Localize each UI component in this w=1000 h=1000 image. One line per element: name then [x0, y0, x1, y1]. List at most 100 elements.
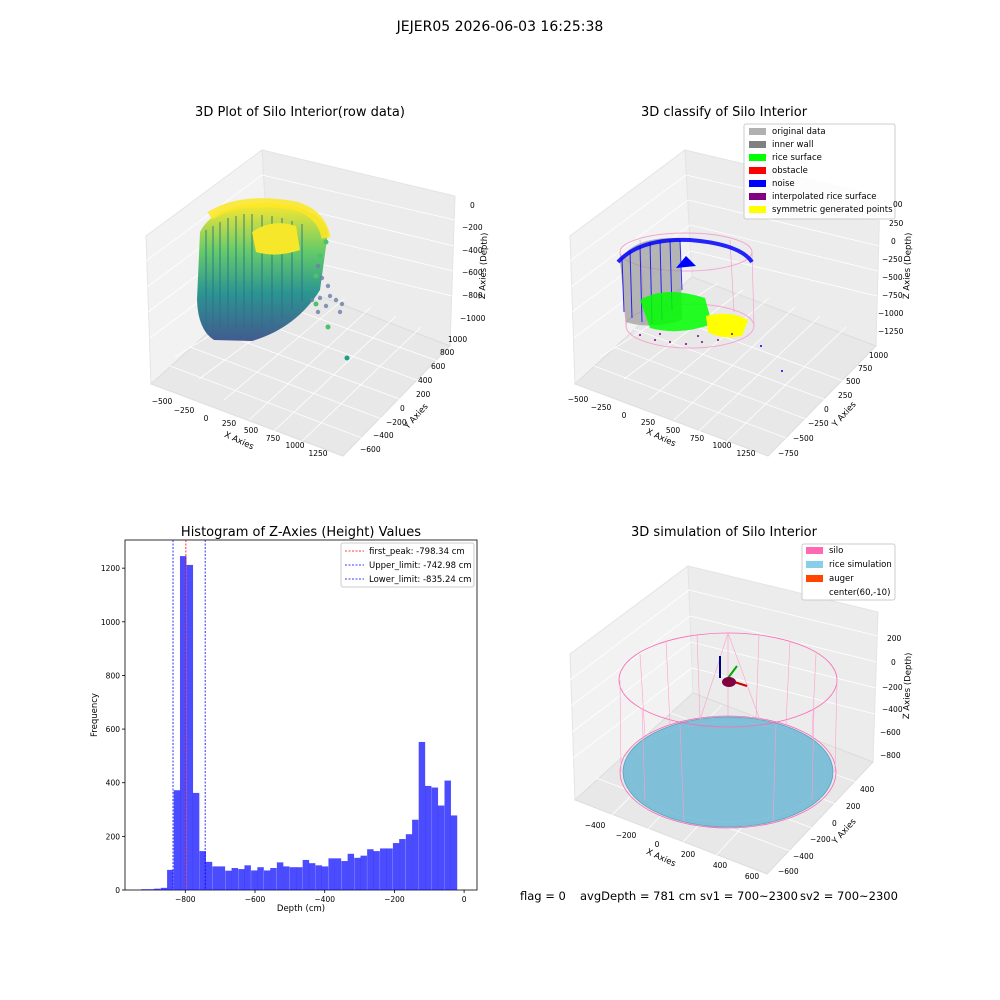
- histogram-bar: [424, 785, 432, 890]
- histogram-bar: [399, 839, 406, 890]
- histogram-bar: [412, 819, 419, 890]
- tick: 200: [887, 634, 902, 643]
- legend-label: symmetric generated points: [772, 205, 893, 215]
- tick: 750: [266, 434, 281, 443]
- raw-3d-points: [197, 198, 350, 361]
- legend-label: obstacle: [772, 166, 808, 176]
- tick: −200: [386, 418, 407, 427]
- histogram-bar: [192, 792, 200, 890]
- legend-swatch: [806, 561, 823, 568]
- histogram-bar: [173, 790, 181, 890]
- tick: 600: [745, 872, 760, 881]
- histogram-legend: first_peak: -798.34 cm Upper_limit: -742…: [340, 542, 475, 588]
- histogram-bar: [160, 887, 168, 890]
- histogram-bar: [296, 867, 303, 890]
- raw-3d-top-rim: [207, 198, 331, 239]
- histogram-bar: [392, 843, 400, 890]
- tick: −750: [778, 449, 799, 458]
- classify-3d-rice-surface: [640, 291, 712, 332]
- tick: −600: [778, 867, 799, 876]
- tick: 1250: [308, 449, 327, 458]
- panel-raw-3d: 3D Plot of Silo Interior(row data): [145, 105, 490, 458]
- tick: 1250: [736, 449, 755, 458]
- simulation-3d-rice-texture: [629, 721, 827, 823]
- histogram-bar: [179, 556, 187, 890]
- tick: 0: [470, 201, 475, 210]
- tick: 500: [666, 426, 681, 435]
- legend-swatch: [749, 167, 766, 174]
- histogram-bar: [147, 889, 155, 890]
- tick: −500: [568, 395, 589, 404]
- histogram-bar: [431, 787, 439, 890]
- tick: 00: [893, 200, 903, 209]
- tick: −600: [880, 728, 901, 737]
- tick: −600: [462, 268, 483, 277]
- legend-label: auger: [829, 574, 854, 584]
- simulation-3d-z-ticks: 200 0 −200 −400 −600 −800: [880, 634, 903, 760]
- legend-frame: [801, 543, 896, 601]
- histogram-bar: [141, 889, 148, 890]
- tick: −250: [882, 255, 903, 264]
- tick: −400: [585, 821, 606, 830]
- histogram-bar: [205, 861, 213, 890]
- simulation-3d-scene: [618, 632, 838, 829]
- classify-3d-outlier: [760, 345, 762, 347]
- histogram-bar: [308, 863, 316, 890]
- simulation-3d-auger: [719, 656, 748, 687]
- tick: −1250: [878, 327, 904, 336]
- histogram-bar: [212, 866, 219, 890]
- raw-3d-title: 3D Plot of Silo Interior(row data): [195, 105, 405, 120]
- tick-label: −600: [245, 895, 266, 904]
- legend-frame: [743, 123, 896, 220]
- simulation-3d-title: 3D simulation of Silo Interior: [631, 525, 818, 540]
- tick: 0: [891, 237, 896, 246]
- histogram-bar: [263, 870, 271, 890]
- tick: 0: [832, 819, 837, 828]
- tick: 0: [622, 411, 627, 420]
- classify-3d-legend: original data inner wall rice surface ob…: [743, 123, 896, 220]
- tick: −500: [152, 397, 173, 406]
- classify-3d-x-ticks: −500 −250 0 250 500 750 1000 1250: [568, 395, 756, 458]
- tick-label: 0: [462, 895, 467, 904]
- legend-swatch: [749, 193, 766, 200]
- tick: 200: [416, 390, 431, 399]
- simulation-3d-x-ticks: −400 −200 0 200 400 600: [585, 821, 760, 881]
- panel-simulation-3d: 3D simulation of Silo Interior: [569, 525, 914, 881]
- histogram-bar: [360, 855, 367, 890]
- legend-label: Lower_limit: -835.24 cm: [369, 575, 471, 585]
- legend-label: noise: [772, 179, 795, 189]
- tick: 1000: [712, 441, 731, 450]
- histogram-bar: [418, 741, 426, 890]
- histogram-bar: [315, 865, 322, 890]
- panel-histogram: Histogram of Z-Axies (Height) Values −80…: [90, 525, 478, 914]
- histogram-bar: [270, 868, 277, 890]
- tick: 0: [204, 414, 209, 423]
- tick: 800: [440, 348, 455, 357]
- histogram-bar: [367, 849, 374, 890]
- histogram-bar: [289, 867, 297, 890]
- histogram-bar: [380, 848, 387, 890]
- footer-sv1: sv1 = 700~2300: [700, 889, 798, 903]
- legend-label: rice simulation: [829, 560, 892, 570]
- histogram-bar: [321, 866, 329, 890]
- figure-suptitle: JEJER05 2026-06-03 16:25:38: [396, 19, 604, 35]
- histogram-bar: [218, 866, 226, 890]
- raw-3d-y-ticks: −600 −400 −200 0 200 400 600 800 1000: [360, 335, 467, 454]
- tick: 0: [824, 405, 829, 414]
- legend-swatch: [749, 128, 766, 135]
- legend-swatch: [749, 154, 766, 161]
- tick: 1000: [869, 351, 888, 360]
- classify-3d-outlier: [781, 370, 783, 372]
- tick: −400: [793, 852, 814, 861]
- tick: 600: [431, 362, 446, 371]
- tick: 400: [418, 376, 433, 385]
- legend-swatch: [749, 206, 766, 213]
- histogram-ylabel: Frequency: [90, 693, 100, 737]
- histogram-bar: [328, 858, 335, 890]
- tick: 1000: [285, 441, 304, 450]
- tick: 500: [846, 377, 861, 386]
- raw-3d-z-ticks: 0 −200 −400 −600 −800 −1000: [460, 201, 486, 323]
- histogram-bar: [167, 869, 174, 890]
- classify-3d-ylabel: Y Axies: [830, 399, 859, 430]
